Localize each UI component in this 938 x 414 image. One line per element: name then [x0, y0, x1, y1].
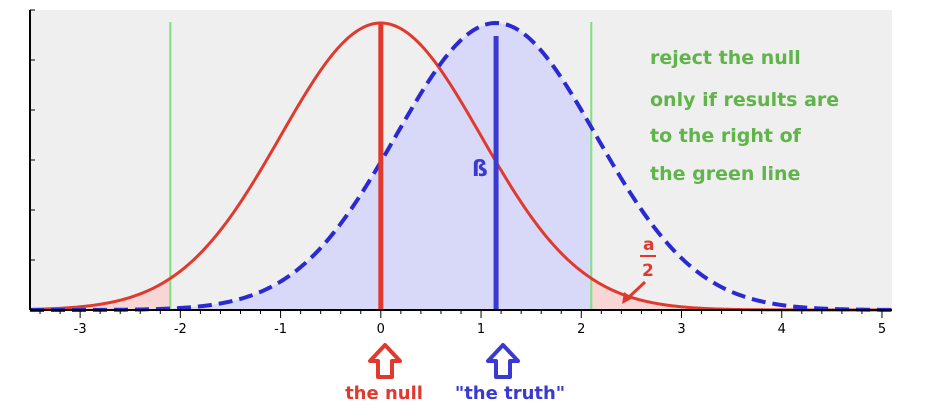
- beta-symbol: ß: [472, 157, 488, 182]
- x-tick-label-0: -3: [74, 322, 87, 337]
- alpha-pointer-line: [626, 280, 647, 300]
- x-tick-label-7: 4: [778, 322, 786, 337]
- alpha-denominator: 2: [642, 261, 654, 281]
- rule-line-2: only if results are: [650, 89, 839, 111]
- null-arrow-icon: [368, 343, 402, 379]
- truth-label: "the truth": [455, 383, 565, 404]
- alpha-right-tail: [591, 278, 892, 310]
- x-tick-label-8: 5: [878, 322, 886, 337]
- alpha-left-tail: [30, 278, 171, 310]
- rule-line-3: to the right of: [650, 125, 802, 147]
- rule-line-1: reject the null: [650, 47, 801, 69]
- x-tick-label-4: 1: [477, 322, 485, 337]
- x-tick-label-2: -1: [274, 322, 287, 337]
- x-tick-label-6: 3: [677, 322, 685, 337]
- rule-line-4: the green line: [650, 163, 800, 185]
- x-tick-label-5: 2: [577, 322, 585, 337]
- truth-distribution-curve: [30, 21, 893, 312]
- x-tick-label-1: -2: [174, 322, 187, 337]
- truth-arrow-icon: [486, 343, 520, 379]
- null-label: the null: [345, 383, 423, 404]
- x-tick-label-3: 0: [377, 322, 385, 337]
- alpha-numerator: a: [643, 235, 654, 255]
- alpha-pointer-head: [622, 292, 633, 304]
